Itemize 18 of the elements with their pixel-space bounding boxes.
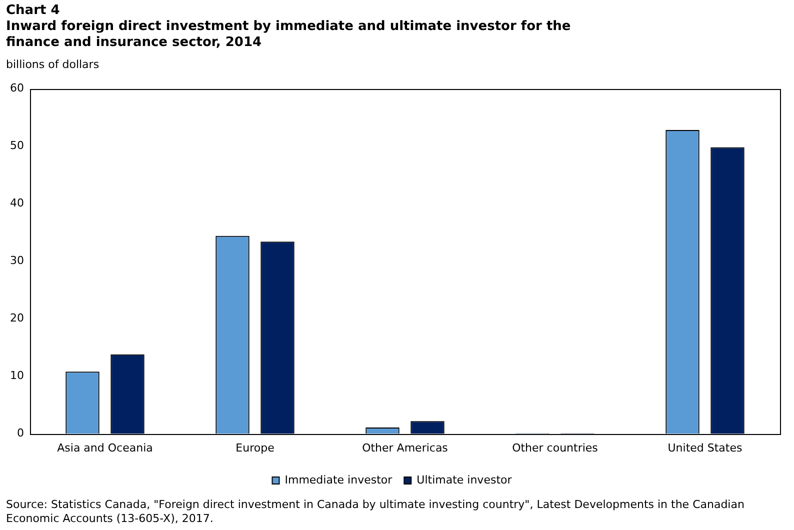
chart-title: Chart 4 (6, 3, 61, 19)
x-tick-label: Asia and Oceania (57, 441, 153, 454)
y-axis-title: billions of dollars (6, 58, 100, 71)
x-tick-label: Other countries (512, 441, 598, 454)
y-tick-label: 20 (10, 312, 24, 325)
y-tick-label: 40 (10, 196, 24, 210)
legend-label: Ultimate investor (416, 473, 512, 486)
y-tick-label: 50 (10, 138, 24, 152)
x-tick-label: Europe (236, 441, 275, 454)
y-tick-label: 0 (16, 426, 24, 440)
chart-subtitle: Inward foreign direct investment by immediate and ultimate investor for the finance and insurance sector, 2014 (6, 19, 572, 51)
y-tick-label: 60 (10, 81, 24, 94)
source-note: Source: Statistics Canada, "Foreign direct investment in Canada by ultimate investing country", Latest Developments in the Canadian Economic Accounts (13-605-X), 2017. (6, 498, 746, 526)
y-tick-label: 10 (10, 369, 24, 382)
x-tick-label: Other Americas (362, 441, 448, 454)
legend-label: Immediate investor (284, 473, 393, 486)
x-tick-label: United States (668, 441, 743, 454)
y-tick-label: 30 (10, 254, 24, 268)
